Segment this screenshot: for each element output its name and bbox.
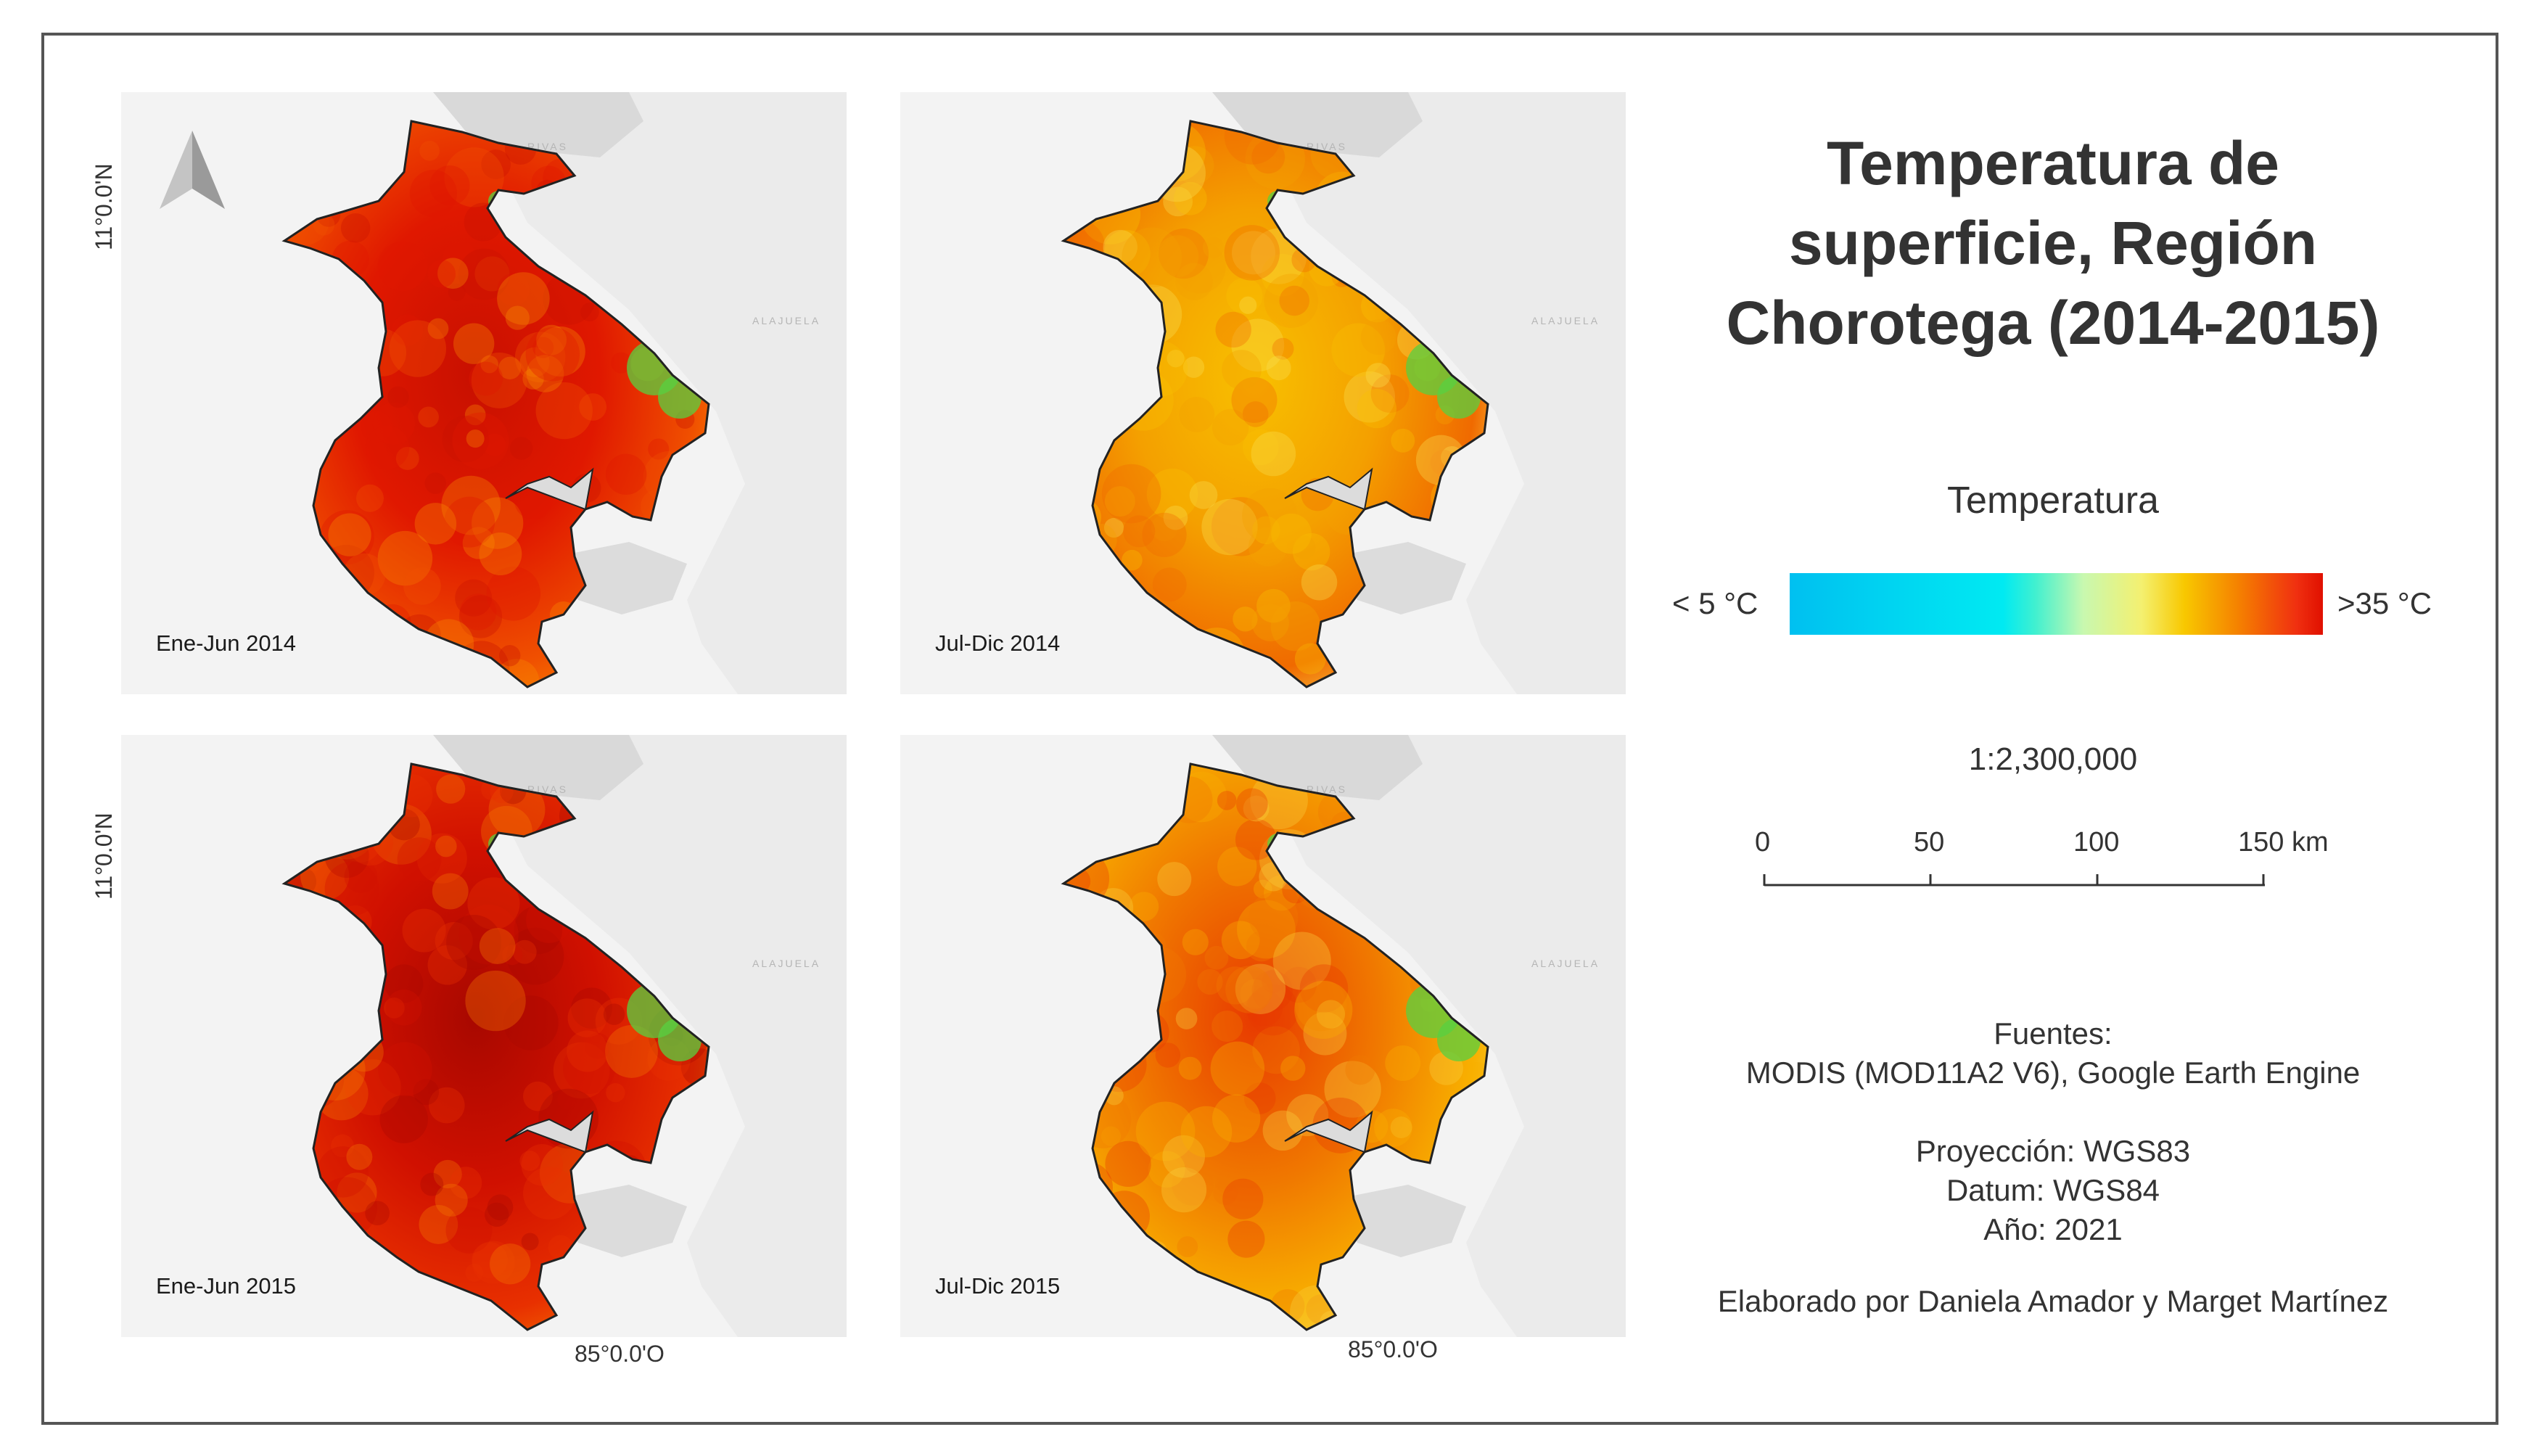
tempisque-inlet [505,1110,594,1153]
scale-tick-150: 150 km [2238,827,2329,857]
basemap-label-alajuela: ALAJUELA [752,958,820,969]
chorotega-region [1064,121,1488,687]
region-outline [281,120,710,688]
title-line-2: superficie, Región [1788,209,2318,277]
basemap-lake [433,92,643,157]
panel-label: Jul-Dic 2015 [935,1273,1061,1299]
basemap-land [440,92,847,694]
title-line-3: Chorotega (2014-2015) [1726,289,2380,357]
latitude-label-bottom: 11°0.0'N [91,813,117,900]
basemap-label-alajuela: ALAJUELA [1531,315,1600,326]
legend-title: Temperatura [1947,480,2159,522]
map-panel-jul-dic-2015: RIVAS ALAJUELA Jul-Dic 2015 [900,735,1626,1337]
scale-tick-100: 100 [2073,827,2120,857]
chorotega-region [284,764,709,1330]
sources-heading: Fuentes: [1994,1016,2113,1050]
spacer [1654,1093,2452,1132]
scale-tick-0: 0 [1755,827,1771,857]
basemap-lake [433,735,643,800]
region-outline [1061,762,1489,1331]
sources-data: MODIS (MOD11A2 V6), Google Earth Engine [1745,1056,2361,1090]
map-panel-ene-jun-2015: RIVAS ALAJUELA Ene-Jun 2015 [121,735,847,1337]
basemap-land [440,735,847,1337]
title-line-1: Temperatura de [1827,129,2279,197]
basemap-gulf [556,542,687,614]
basemap-lake [1212,92,1423,157]
sources-block: Fuentes: MODIS (MOD11A2 V6), Google Eart… [1654,1014,2452,1249]
region-outline [1061,120,1489,688]
basemap-label-alajuela: ALAJUELA [1531,958,1600,969]
tempisque-inlet [1284,467,1373,511]
chorotega-region [284,121,709,687]
map-frame [41,33,2498,1425]
region-outline [281,762,710,1331]
chorotega-region [1064,764,1488,1330]
basemap-label-alajuela: ALAJUELA [752,315,820,326]
credit-text: Elaborado por Daniela Amador y Marget Ma… [1717,1284,2389,1318]
panel-label: Ene-Jun 2015 [156,1273,297,1299]
map-title: Temperatura de superficie, Región Chorot… [1654,123,2452,363]
legend-max-label: >35 °C [2337,586,2432,620]
temperature-color-ramp [1790,573,2323,635]
panel-label: Jul-Dic 2014 [935,630,1061,656]
map-panel-jul-dic-2014: RIVAS ALAJUELA Jul-Dic 2014 [900,92,1626,694]
scale-tick-50: 50 [1914,827,1945,857]
basemap-land [1219,735,1626,1337]
legend-min-label: < 5 °C [1672,586,1758,620]
tempisque-inlet [505,467,594,511]
basemap-land [1219,92,1626,694]
scale-ratio: 1:2,300,000 [1968,741,2138,777]
longitude-label-right: 85°0.0'O [1348,1336,1438,1362]
basemap-gulf [1336,542,1466,614]
north-arrow-icon [160,131,225,209]
datum-text: Datum: WGS84 [1946,1173,2160,1207]
basemap-gulf [556,1185,687,1257]
panel-label: Ene-Jun 2014 [156,630,297,656]
latitude-label-top: 11°0.0'N [91,163,117,250]
basemap-gulf [1336,1185,1466,1257]
tempisque-inlet [1284,1110,1373,1153]
map-panel-ene-jun-2014: RIVAS ALAJUELA Ene-Jun 2014 [121,92,847,694]
projection-text: Proyección: WGS83 [1915,1134,2191,1168]
longitude-label-left: 85°0.0'O [575,1341,665,1367]
basemap-lake [1212,735,1423,800]
year-text: Año: 2021 [1983,1212,2123,1246]
scale-bar [1763,874,2265,887]
